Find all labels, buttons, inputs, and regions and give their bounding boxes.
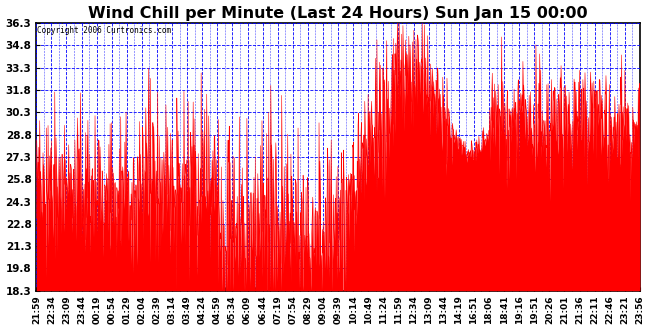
Title: Wind Chill per Minute (Last 24 Hours) Sun Jan 15 00:00: Wind Chill per Minute (Last 24 Hours) Su… bbox=[88, 6, 588, 20]
Text: Copyright 2006 Curtronics.com: Copyright 2006 Curtronics.com bbox=[38, 26, 172, 35]
